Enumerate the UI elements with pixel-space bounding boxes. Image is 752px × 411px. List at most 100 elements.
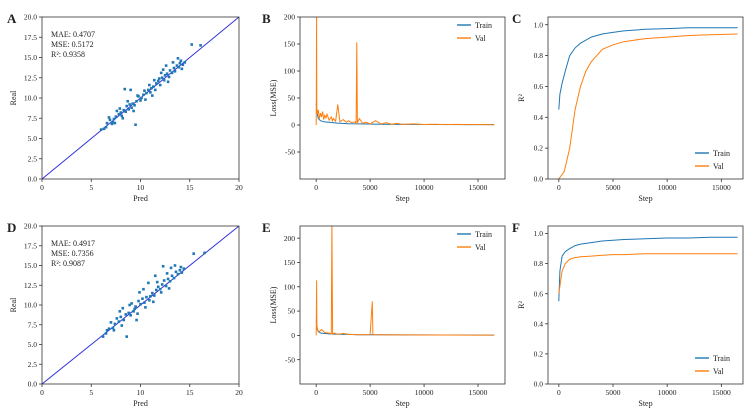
data-point	[134, 305, 137, 308]
x-tick-label: 15	[186, 183, 194, 192]
x-tick-label: 10	[137, 388, 145, 397]
panel-b: B 0 5000 10000 15000 -50 0 50 100 150 200 Step Loss(…	[262, 11, 506, 203]
y-tick-label: 2.5	[28, 154, 38, 163]
x-tick-label: 15000	[469, 388, 488, 397]
data-point	[143, 89, 146, 93]
axes-frame	[299, 225, 506, 385]
x-axis-label: Step	[638, 194, 652, 203]
y-tick-label: 0.0	[534, 380, 544, 389]
data-point	[129, 88, 132, 92]
panel-letter: C	[512, 11, 521, 26]
x-tick-label: 5000	[606, 183, 621, 192]
panel-letter: F	[512, 220, 520, 235]
legend-label: Train	[713, 354, 730, 363]
data-point	[139, 99, 142, 102]
data-point	[130, 302, 133, 305]
data-point	[199, 44, 202, 47]
data-point	[157, 77, 161, 80]
y-tick-label: 0.2	[534, 350, 544, 359]
series-line-val	[558, 253, 738, 294]
data-point	[158, 83, 162, 87]
data-point	[159, 71, 163, 75]
data-point	[153, 88, 157, 92]
axes-frame	[547, 16, 744, 180]
data-point	[123, 87, 127, 91]
y-tick-label: 12.5	[24, 281, 37, 290]
axes-frame	[41, 16, 240, 180]
panel-letter: D	[7, 220, 16, 235]
axes-frame	[547, 225, 744, 385]
data-point	[132, 109, 135, 113]
series-line-val	[315, 17, 495, 126]
axes-frame	[41, 225, 240, 385]
data-point	[142, 287, 145, 291]
y-tick-label: 15.0	[24, 261, 37, 270]
data-point	[179, 265, 183, 269]
stat-line: MAE: 0.4707	[51, 30, 95, 39]
x-tick-label: 15000	[712, 388, 731, 397]
legend-label: Val	[475, 34, 486, 43]
data-point	[112, 328, 116, 332]
data-point	[160, 76, 164, 80]
data-point	[165, 272, 169, 275]
data-point	[144, 98, 147, 101]
y-tick-label: 100	[284, 67, 296, 76]
y-axis-label: R²	[517, 94, 526, 102]
series-line-val	[315, 226, 495, 336]
y-tick-label: 10.0	[24, 94, 37, 103]
data-point	[171, 61, 175, 64]
data-point	[179, 59, 183, 63]
data-point	[115, 109, 119, 113]
x-axis-label: Step	[395, 194, 409, 203]
y-tick-label: 0	[291, 121, 295, 130]
data-point	[154, 82, 158, 85]
panel-d: D 0 5 10 15 20 0.0 2.5 5.0 7.5 10.0 12.5 15.0 17.5 20.…	[7, 220, 243, 408]
data-point	[121, 306, 125, 310]
data-point	[115, 317, 119, 320]
data-point	[135, 99, 138, 103]
data-point	[142, 93, 145, 97]
y-tick-label: 10.0	[24, 301, 37, 310]
data-point	[176, 57, 180, 60]
data-point	[164, 284, 168, 288]
y-axis-label: Real	[9, 90, 18, 105]
stat-line: R²: 0.9087	[51, 259, 85, 268]
y-tick-label: 50	[288, 307, 296, 316]
series-line-val	[558, 33, 738, 179]
data-point	[183, 61, 187, 64]
data-point	[168, 69, 172, 72]
x-tick-label: 15000	[712, 183, 731, 192]
data-point	[137, 299, 140, 303]
x-tick-label: 10000	[658, 388, 677, 397]
data-point	[169, 266, 173, 270]
y-tick-label: 0.8	[534, 51, 544, 60]
y-tick-label: -50	[285, 355, 295, 364]
data-point	[112, 117, 116, 121]
y-tick-label: 0.8	[534, 259, 544, 268]
y-tick-label: 2.5	[28, 360, 38, 369]
legend-label: Val	[713, 162, 724, 171]
y-tick-label: 0.6	[534, 289, 544, 298]
data-point	[136, 312, 139, 315]
data-point	[102, 127, 106, 131]
x-tick-label: 10000	[658, 183, 677, 192]
x-tick-label: 0	[314, 183, 318, 192]
x-tick-label: 5	[89, 388, 93, 397]
data-point	[167, 75, 171, 79]
data-point	[144, 306, 147, 309]
data-point	[180, 271, 184, 274]
data-point	[163, 74, 167, 77]
data-point	[158, 287, 162, 291]
data-point	[190, 43, 194, 46]
data-point	[166, 80, 170, 84]
y-tick-label: 50	[288, 94, 296, 103]
data-point	[148, 298, 151, 302]
data-point	[107, 327, 111, 330]
plot-area	[315, 226, 495, 336]
data-point	[119, 111, 123, 114]
data-point	[117, 112, 121, 116]
x-tick-label: 5000	[363, 388, 378, 397]
data-point	[122, 318, 126, 322]
data-point	[151, 291, 154, 295]
